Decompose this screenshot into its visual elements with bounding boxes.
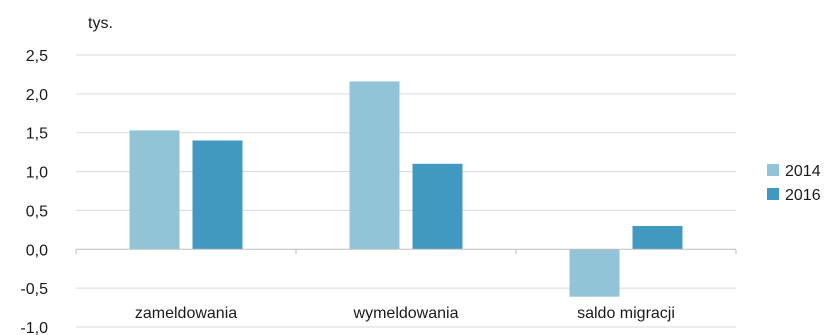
- bars: [129, 81, 683, 297]
- x-category-label: zameldowania: [135, 305, 237, 322]
- y-unit-label: tys.: [88, 15, 113, 32]
- legend-label-2014: 2014: [785, 163, 821, 180]
- legend-label-2016: 2016: [785, 187, 821, 204]
- y-tick-label: 2,0: [26, 87, 48, 104]
- bar-2016-1: [412, 163, 463, 250]
- y-tick-label: 0,0: [26, 242, 48, 259]
- x-category-label: wymeldowania: [353, 305, 459, 322]
- y-axis-ticks: 2,5 2,0 1,5 1,0 0,5 0,0 -0,5 -1,0: [20, 48, 48, 335]
- x-axis: [75, 248, 737, 255]
- legend-swatch-2014: [767, 164, 779, 176]
- y-tick-label: 1,0: [26, 165, 48, 182]
- bar-2016-2: [632, 225, 683, 250]
- legend-swatch-2016: [767, 188, 779, 200]
- bar-2014-2: [569, 249, 620, 297]
- y-tick-label: 2,5: [26, 48, 48, 65]
- y-tick-label: -0,5: [20, 281, 48, 298]
- y-tick-label: 1,5: [26, 126, 48, 143]
- legend: 2014 2016: [767, 163, 821, 204]
- y-tick-label: 0,5: [26, 203, 48, 220]
- bar-2014-1: [349, 81, 400, 250]
- x-category-label: saldo migracji: [577, 305, 675, 322]
- bar-2014-0: [129, 130, 180, 250]
- y-tick-label: -1,0: [20, 320, 48, 335]
- bar-2016-0: [192, 140, 243, 250]
- x-axis-labels: zameldowania wymeldowania saldo migracji: [135, 305, 675, 322]
- grid-lines: [76, 54, 736, 328]
